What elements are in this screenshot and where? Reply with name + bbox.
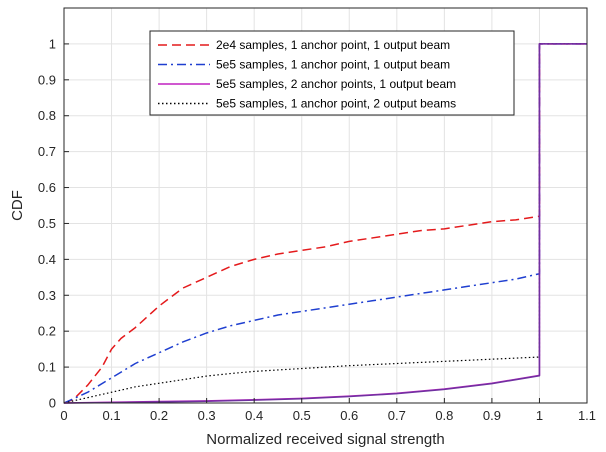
x-tick-label: 0.9: [483, 408, 501, 423]
y-tick-label: 1: [49, 36, 56, 51]
y-tick-label: 0.9: [38, 72, 56, 87]
x-tick-label: 0.4: [245, 408, 263, 423]
series-line-4: [63, 43, 587, 404]
y-tick-label: 0.2: [38, 324, 56, 339]
y-tick-label: 0.7: [38, 144, 56, 159]
y-axis-title: CDF: [9, 190, 26, 221]
y-tick-label: 0.5: [38, 216, 56, 231]
x-axis-title: Normalized received signal strength: [206, 431, 444, 448]
x-tick-label: 0.2: [150, 408, 168, 423]
x-tick-label: 1: [536, 408, 543, 423]
x-tick-label: 0.8: [435, 408, 453, 423]
x-tick-label: 0.3: [198, 408, 216, 423]
x-tick-label: 1.1: [578, 408, 596, 423]
x-tick-label: 0.5: [293, 408, 311, 423]
y-tick-label: 0.4: [38, 252, 56, 267]
x-tick-label: 0.1: [103, 408, 121, 423]
x-tick-label: 0: [60, 408, 67, 423]
legend-label: 5e5 samples, 1 anchor point, 1 output be…: [216, 58, 450, 72]
x-tick-label: 0.6: [340, 408, 358, 423]
y-tick-label: 0.1: [38, 360, 56, 375]
series-layer: [63, 43, 587, 404]
y-tick-label: 0.6: [38, 180, 56, 195]
series-line-1: [63, 43, 587, 404]
legend-label: 5e5 samples, 1 anchor point, 2 output be…: [216, 97, 456, 111]
y-tick-label: 0.3: [38, 288, 56, 303]
series-line-2: [63, 43, 587, 404]
legend: 2e4 samples, 1 anchor point, 1 output be…: [149, 30, 515, 116]
legend-box: [149, 30, 515, 116]
legend-label: 5e5 samples, 2 anchor points, 1 output b…: [216, 77, 456, 91]
y-tick-label: 0.8: [38, 108, 56, 123]
y-tick-label: 0: [49, 396, 56, 411]
plot-frame: [63, 7, 588, 404]
x-tick-label: 0.7: [388, 408, 406, 423]
legend-label: 2e4 samples, 1 anchor point, 1 output be…: [216, 38, 450, 52]
ticks: 0 0.1 0.2 0.3 0.4 0.5 0.6 0.7 0.8 0.9 1 1.1 0 0.1 0.2 0…: [38, 36, 596, 423]
